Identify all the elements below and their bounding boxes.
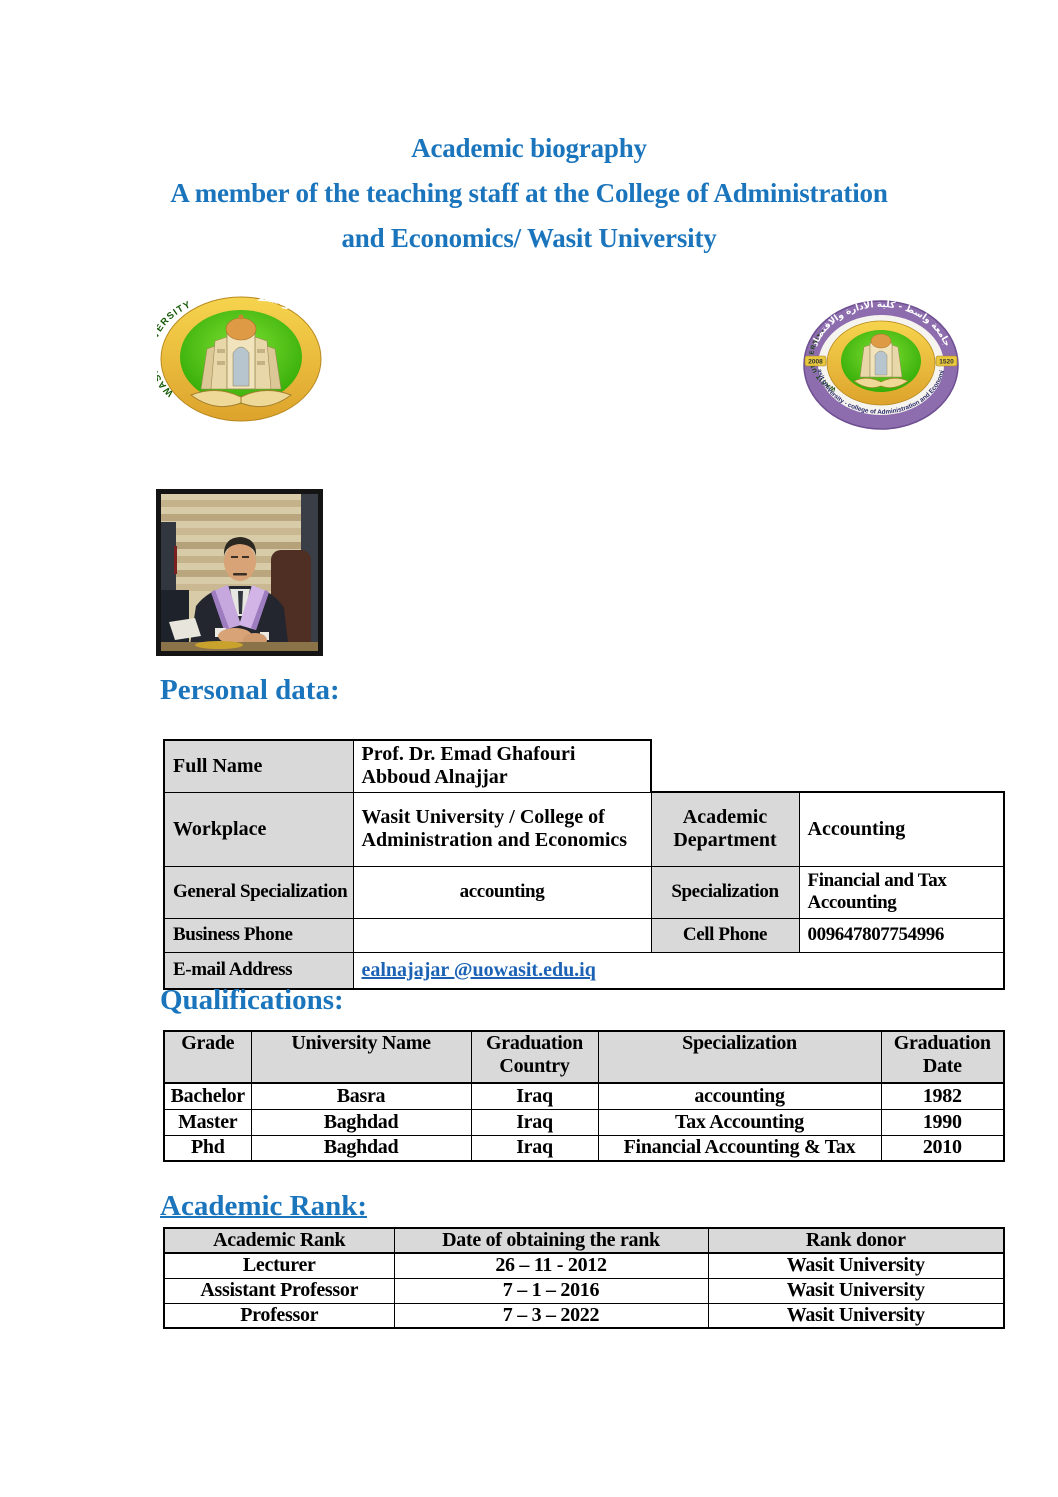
cell: Baghdad — [250, 1108, 472, 1136]
title-line-2: A member of the teaching staff at the Co… — [170, 178, 888, 208]
academic-rank-heading: Academic Rank: — [160, 1190, 368, 1222]
academic-rank-table: Academic Rank Date of obtaining the rank… — [163, 1227, 1005, 1329]
academic-department-label: Academic Department — [650, 791, 800, 867]
workplace-value: Wasit University / College of Administra… — [352, 791, 652, 867]
table-row: Assistant Professor 7 – 1 – 2016 Wasit U… — [163, 1277, 1005, 1304]
personal-data-heading: Personal data: — [160, 674, 340, 706]
business-phone-label: Business Phone — [163, 917, 354, 953]
college-seal-icon: WASIT UNIVERSITY جامعة واسط - كلية الادا… — [799, 294, 959, 430]
cell: Bachelor — [163, 1082, 252, 1110]
general-specialization-value: accounting — [352, 865, 652, 919]
cell: accounting — [597, 1082, 882, 1110]
table-header-row: Grade University Name Graduation Country… — [163, 1030, 1005, 1084]
table-row: Master Baghdad Iraq Tax Accounting 1990 — [163, 1108, 1005, 1136]
portrait-photo-image — [161, 494, 318, 651]
col-header-grad-country: Graduation Country — [470, 1030, 599, 1084]
cell: Wasit University — [707, 1277, 1005, 1304]
cell: 2010 — [880, 1134, 1005, 1162]
col-header-grade: Grade — [163, 1030, 252, 1084]
email-cell: ealnajajar @uowasit.edu.iq — [352, 951, 1005, 990]
qualifications-table: Grade University Name Graduation Country… — [163, 1030, 1005, 1162]
college-year-left: 2008 — [808, 359, 823, 366]
table-header-row: Academic Rank Date of obtaining the rank… — [163, 1227, 1005, 1254]
table-row: E-mail Address ealnajajar @uowasit.edu.i… — [163, 951, 1005, 990]
wasit-university-logo: WASIT UNIVERSITY جامعة واسط — [146, 291, 325, 433]
specialization-value: Financial and Tax Accounting — [798, 865, 1005, 919]
cell: Iraq — [470, 1134, 599, 1162]
academic-department-value: Accounting — [798, 791, 1005, 867]
document-title: Academic biography A member of the teach… — [0, 126, 1058, 261]
cell-phone-value: 009647807754996 — [798, 917, 1005, 953]
cell: Basra — [250, 1082, 472, 1110]
cell-phone-label: Cell Phone — [650, 917, 800, 953]
email-label: E-mail Address — [163, 951, 354, 990]
full-name-value: Prof. Dr. Emad Ghafouri Abboud Alnajjar — [352, 739, 652, 793]
title-line-3: and Economics/ Wasit University — [341, 223, 717, 253]
table-row: Business Phone Cell Phone 00964780775499… — [163, 917, 1005, 953]
qualifications-heading: Qualifications: — [160, 984, 344, 1016]
col-header-university: University Name — [250, 1030, 472, 1084]
col-header-grad-date: Graduation Date — [880, 1030, 1005, 1084]
workplace-label: Workplace — [163, 791, 354, 867]
table-row: Professor 7 – 3 – 2022 Wasit University — [163, 1302, 1005, 1329]
col-header-rank-donor: Rank donor — [707, 1227, 1005, 1254]
cell: 1982 — [880, 1082, 1005, 1110]
wasit-university-seal-icon: WASIT UNIVERSITY جامعة واسط — [146, 291, 324, 422]
college-year-right: 1520 — [939, 359, 954, 366]
cell: Assistant Professor — [163, 1277, 395, 1304]
college-logo: WASIT UNIVERSITY جامعة واسط - كلية الادا… — [799, 294, 960, 431]
title-line-1: Academic biography — [411, 133, 647, 163]
cell: Tax Accounting — [597, 1108, 882, 1136]
full-name-label: Full Name — [163, 739, 354, 793]
empty-region — [651, 740, 1004, 792]
cell: Baghdad — [250, 1134, 472, 1162]
table-row: Full Name Prof. Dr. Emad Ghafouri Abboud… — [163, 739, 1004, 793]
email-link[interactable]: ealnajajar @uowasit.edu.iq — [361, 958, 596, 981]
cell: Lecturer — [163, 1252, 395, 1279]
cell: Iraq — [470, 1108, 599, 1136]
cell: Wasit University — [707, 1252, 1005, 1279]
cell: 26 – 11 - 2012 — [393, 1252, 709, 1279]
col-header-specialization: Specialization — [597, 1030, 882, 1084]
cell: Professor — [163, 1302, 395, 1329]
table-row: Lecturer 26 – 11 - 2012 Wasit University — [163, 1252, 1005, 1279]
general-specialization-label: General Specialization — [163, 865, 354, 919]
personal-data-table: Full Name Prof. Dr. Emad Ghafouri Abboud… — [163, 739, 1005, 990]
cell: Master — [163, 1108, 252, 1136]
table-row: Phd Baghdad Iraq Financial Accounting & … — [163, 1134, 1005, 1162]
col-header-rank-date: Date of obtaining the rank — [393, 1227, 709, 1254]
cell: 7 – 1 – 2016 — [393, 1277, 709, 1304]
table-row: General Specialization accounting Specia… — [163, 865, 1005, 919]
cell: Iraq — [470, 1082, 599, 1110]
cell: Wasit University — [707, 1302, 1005, 1329]
table-row: Bachelor Basra Iraq accounting 1982 — [163, 1082, 1005, 1110]
cell: Phd — [163, 1134, 252, 1162]
business-phone-value — [352, 917, 652, 953]
col-header-rank: Academic Rank — [163, 1227, 395, 1254]
cell: 1990 — [880, 1108, 1005, 1136]
portrait-photo — [156, 489, 323, 656]
table-row: Workplace Wasit University / College of … — [163, 791, 1005, 867]
cell: Financial Accounting & Tax — [597, 1134, 882, 1162]
cell: 7 – 3 – 2022 — [393, 1302, 709, 1329]
specialization-label: Specialization — [650, 865, 800, 919]
